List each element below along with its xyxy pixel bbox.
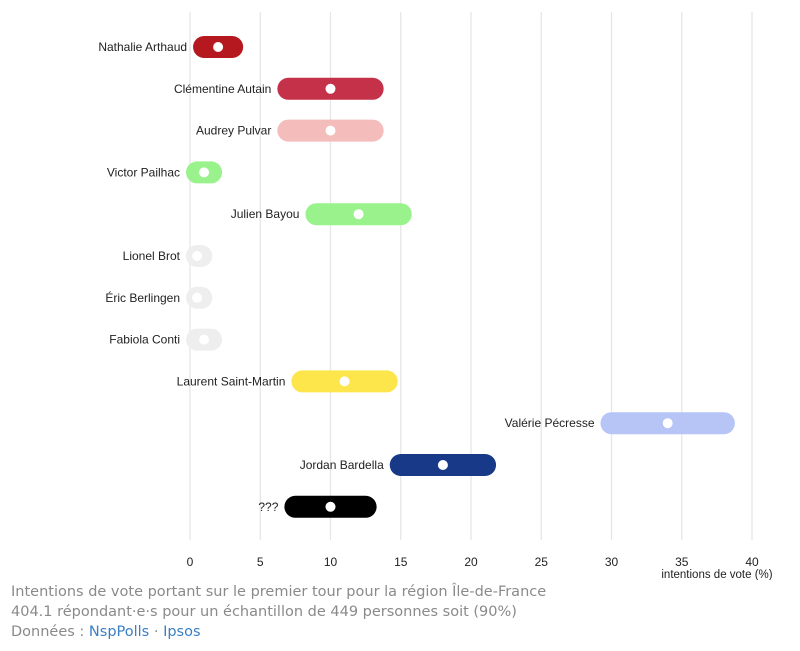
- candidate-label: Jordan Bardella: [300, 458, 384, 472]
- candidate-label: Éric Berlingen: [105, 290, 180, 305]
- x-axis-ticks: 0 5 10 15 20 25 30 35 40: [187, 555, 759, 569]
- candidate-label: Lionel Brot: [123, 249, 181, 263]
- value-dot: [199, 334, 210, 345]
- value-dot: [199, 167, 210, 178]
- value-dot: [339, 376, 350, 387]
- ipsos-link[interactable]: Ipsos: [163, 624, 201, 640]
- source-separator: ·: [149, 624, 164, 640]
- candidate-label: Fabiola Conti: [109, 333, 180, 347]
- value-dot: [353, 209, 364, 220]
- value-dot: [325, 501, 336, 512]
- candidate-label: Victor Pailhac: [107, 165, 180, 179]
- candidate-row: Nathalie Arthaud: [98, 36, 244, 58]
- x-tick-label: 10: [324, 555, 338, 569]
- candidate-label: Audrey Pulvar: [196, 124, 271, 138]
- candidate-row: Lionel Brot: [123, 245, 213, 267]
- value-dot: [325, 125, 336, 136]
- candidate-row: Valérie Pécresse: [505, 412, 735, 435]
- value-dot: [437, 460, 448, 470]
- caption-line-2: 404.1 répondant·e·s pour un échantillon …: [11, 604, 517, 620]
- candidate-row: ???: [258, 495, 377, 518]
- candidate-label: Julien Bayou: [231, 207, 300, 221]
- candidate-label: Clémentine Autain: [174, 82, 271, 96]
- candidate-row: Clémentine Autain: [174, 77, 384, 100]
- candidate-label: Valérie Pécresse: [505, 416, 595, 430]
- x-tick-label: 25: [535, 555, 549, 569]
- source-prefix: Données :: [11, 624, 89, 640]
- candidate-row: Audrey Pulvar: [196, 119, 384, 142]
- candidate-label: Nathalie Arthaud: [98, 40, 187, 54]
- nsppolls-link[interactable]: NspPolls: [88, 624, 150, 640]
- x-tick-label: 0: [187, 555, 194, 569]
- x-tick-label: 15: [394, 555, 408, 569]
- candidate-row: Jordan Bardella: [300, 454, 497, 476]
- candidate-rows: Nathalie Arthaud Clémentine Autain Audrey …: [98, 36, 735, 518]
- candidate-label: Laurent Saint-Martin: [177, 374, 286, 388]
- caption-source: Données : NspPolls · Ipsos: [11, 622, 546, 642]
- x-tick-label: 35: [675, 555, 689, 569]
- candidate-row: Laurent Saint-Martin: [177, 370, 398, 393]
- x-tick-label: 20: [464, 555, 478, 569]
- x-tick-label: 30: [605, 555, 619, 569]
- candidate-row: Fabiola Conti: [109, 328, 223, 351]
- value-dot: [192, 251, 203, 261]
- value-dot: [325, 83, 336, 94]
- value-dot: [192, 292, 203, 303]
- value-dot: [213, 42, 224, 52]
- range-chart: 0 5 10 15 20 25 30 35 40 intentions de vote (%) …: [98, 12, 773, 580]
- caption-line-1: Intentions de vote portant sur le premie…: [11, 584, 547, 600]
- value-dot: [662, 418, 673, 429]
- candidate-row: Éric Berlingen: [105, 286, 213, 309]
- candidate-row: Victor Pailhac: [107, 161, 223, 184]
- grid-lines: [189, 12, 753, 540]
- x-axis-label: intentions de vote (%): [661, 569, 772, 580]
- candidate-label: ???: [258, 500, 278, 514]
- x-tick-label: 40: [745, 555, 759, 569]
- chart-caption: Intentions de vote portant sur le premie…: [11, 582, 546, 642]
- x-tick-label: 5: [257, 555, 264, 569]
- candidate-row: Julien Bayou: [231, 203, 412, 226]
